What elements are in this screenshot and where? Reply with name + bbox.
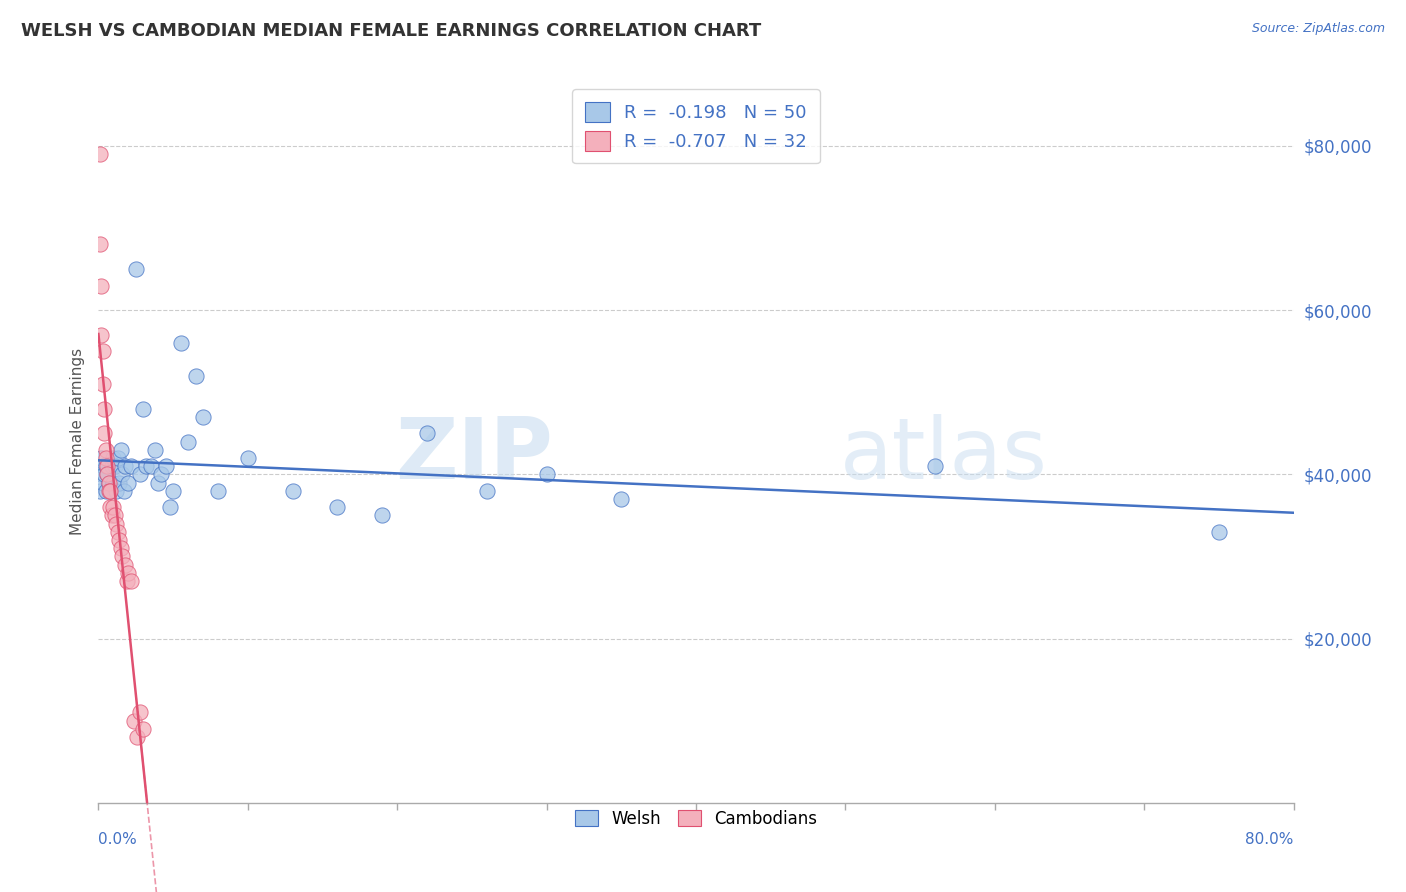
Text: 80.0%: 80.0% [1246,831,1294,847]
Point [536,467,558,482]
Point [107,524,129,539]
Y-axis label: Median Female Earnings: Median Female Earnings [69,348,84,535]
Point [371,508,394,523]
Point [91,475,114,490]
Point [132,401,155,416]
Point [96,467,118,482]
Point [108,533,131,547]
Point [107,450,129,465]
Point [236,450,259,465]
Point [207,483,229,498]
Point [108,475,131,490]
Point [169,336,191,351]
Point [129,467,152,482]
Point [89,483,111,498]
Point [89,237,111,252]
Point [191,409,214,424]
Point [111,549,134,564]
Point [101,508,124,523]
Point [91,459,114,474]
Point [416,426,439,441]
Legend: Welsh, Cambodians: Welsh, Cambodians [568,803,824,834]
Point [98,483,122,498]
Point [105,483,128,498]
Point [105,516,128,531]
Point [101,459,124,474]
Point [475,483,498,498]
Point [90,450,112,465]
Point [91,344,114,359]
Point [90,467,112,482]
Point [281,483,304,498]
Point [111,467,134,482]
Point [162,483,184,498]
Point [110,442,132,457]
Point [110,541,132,556]
Point [93,401,115,416]
Point [132,722,155,736]
Point [924,459,946,474]
Point [184,368,207,383]
Point [98,483,122,498]
Point [120,459,142,474]
Point [177,434,200,449]
Point [125,262,148,277]
Text: Source: ZipAtlas.com: Source: ZipAtlas.com [1251,22,1385,36]
Point [114,459,136,474]
Point [104,508,127,523]
Text: WELSH VS CAMBODIAN MEDIAN FEMALE EARNINGS CORRELATION CHART: WELSH VS CAMBODIAN MEDIAN FEMALE EARNING… [21,22,761,40]
Text: ZIP: ZIP [395,415,553,498]
Point [124,714,146,728]
Point [115,574,138,588]
Point [94,459,117,474]
Point [90,278,112,293]
Point [135,459,157,474]
Point [103,475,125,490]
Point [103,500,125,515]
Point [159,500,181,515]
Point [96,467,118,482]
Point [89,147,111,161]
Point [98,500,122,515]
Text: 0.0%: 0.0% [98,831,138,847]
Point [114,558,136,572]
Point [117,566,139,580]
Point [610,491,633,506]
Point [155,459,177,474]
Point [97,475,120,490]
Point [104,459,127,474]
Point [117,475,139,490]
Point [94,442,117,457]
Point [97,483,120,498]
Point [148,475,170,490]
Point [112,483,135,498]
Point [326,500,349,515]
Point [139,459,162,474]
Point [1208,524,1230,539]
Point [129,706,152,720]
Point [93,426,115,441]
Point [127,730,149,744]
Point [93,467,115,482]
Point [97,475,120,490]
Point [94,483,117,498]
Point [94,450,117,465]
Point [90,327,112,342]
Point [91,377,114,392]
Point [150,467,173,482]
Point [96,459,118,474]
Point [143,442,166,457]
Text: atlas: atlas [839,415,1047,498]
Point [120,574,142,588]
Point [103,450,125,465]
